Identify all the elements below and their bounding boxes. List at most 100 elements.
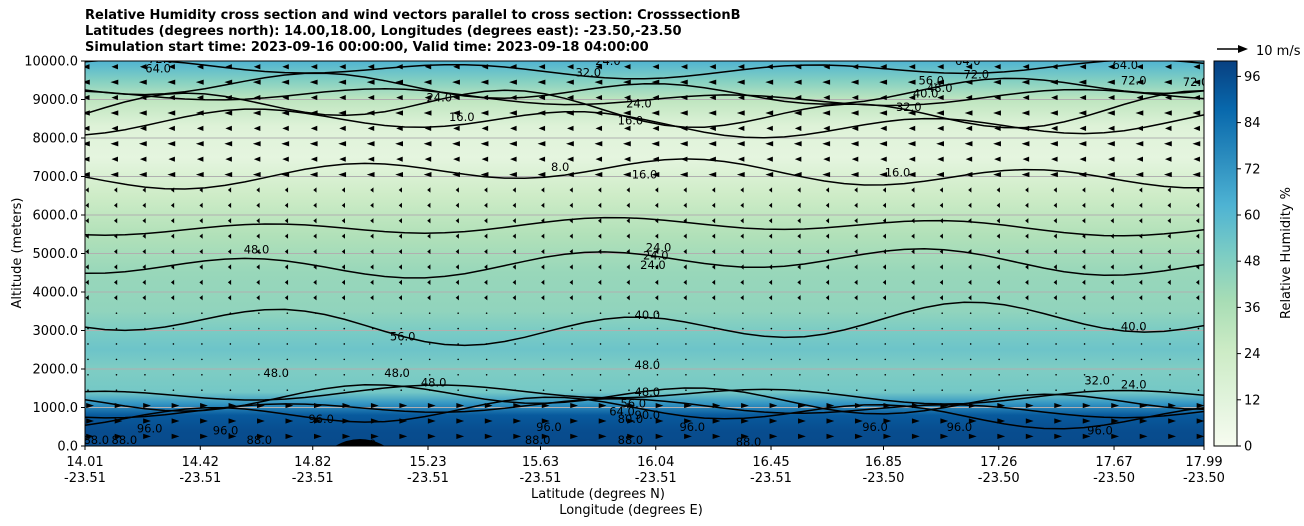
wind-vector [794,94,802,101]
wind-vector [339,125,346,131]
wind-vector [1110,279,1114,285]
wind-vector [965,94,973,101]
wind-vector [994,125,1001,131]
wind-vector [395,110,404,116]
wind-vector [626,264,630,270]
wind-vector [654,187,659,193]
wind-vector [342,433,351,439]
wind-vector-dot [941,358,943,361]
wind-vector-dot [286,373,289,376]
wind-vector [769,402,778,409]
wind-vector [907,171,916,178]
wind-vector [228,418,237,424]
wind-vector [85,295,89,301]
contour-label: 16.0 [449,110,475,124]
wind-vector [825,264,830,270]
wind-vector [883,418,892,424]
wind-vector-dot [229,358,232,361]
wind-vector [940,418,949,424]
wind-vector [1053,279,1057,285]
wind-vector [622,141,631,147]
wind-vector [142,233,146,239]
colorbar-tick-label: 0 [1244,440,1252,455]
wind-vector [313,233,317,239]
wind-vector [964,141,973,147]
wind-vector [200,433,208,439]
wind-vector [936,171,944,178]
wind-vector [996,218,1000,224]
wind-vector [1022,94,1030,101]
wind-vector [708,141,717,147]
wind-vector [455,187,459,193]
wind-vector [997,402,1006,409]
wind-vector [398,248,402,255]
wind-vector [310,64,318,70]
wind-vector [626,218,630,224]
quiver-key-arrow-head [1238,45,1248,53]
wind-vector-dot [884,358,887,361]
wind-vector [113,264,118,270]
wind-vector [622,171,631,178]
wind-vector-dot [144,373,146,376]
wind-vector [911,264,915,270]
wind-vector-dot [1112,373,1114,376]
contour-label: 48.0 [263,366,289,380]
wind-vector [911,248,915,255]
wind-vector [711,202,716,208]
wind-vector [736,141,745,147]
wind-vector [1078,79,1087,85]
wind-vector [366,79,375,85]
wind-vector-dot [1083,358,1086,361]
wind-vector [541,264,545,270]
wind-vector [1025,202,1029,208]
wind-vector [143,402,151,409]
wind-vector [282,125,289,131]
wind-vector [570,418,579,424]
wind-vector [367,125,375,131]
wind-vector [113,233,118,239]
wind-vector [996,248,1000,255]
wind-vector [313,433,322,439]
wind-vector [170,295,175,301]
x-tick-label-latitude: 16.04 [637,455,674,470]
wind-vector [341,233,346,239]
wind-vector [285,433,294,439]
wind-vector-dot [115,343,118,345]
wind-vector [968,233,972,239]
wind-vector [1163,79,1172,85]
wind-vector [627,418,635,424]
wind-vector [395,79,404,85]
wind-vector [313,248,317,255]
wind-vector-dot [1055,343,1057,345]
wind-vector-dot [115,327,118,330]
wind-vector-dot [1026,312,1029,314]
wind-vector-dot [742,358,744,361]
terrain-mound [335,439,385,446]
wind-vector [740,202,744,208]
wind-vector [567,94,574,101]
wind-vector [284,218,289,224]
wind-vector-dot [713,327,716,330]
wind-vector-dot [969,343,972,345]
wind-vector [939,279,943,285]
wind-vector [598,187,602,193]
wind-vector [512,187,516,193]
wind-vector [1050,171,1058,178]
contour-label: 24.0 [426,91,452,105]
wind-vector [509,79,517,85]
wind-vector [854,202,858,208]
x-tick-label-latitude: 14.42 [182,455,219,470]
wind-vector [711,187,716,193]
wind-vector [825,248,830,255]
wind-vector-dot [1197,389,1200,391]
wind-vector [996,233,1000,239]
wind-vector-dot [1140,373,1143,376]
wind-vector-dot [1112,327,1114,330]
wind-vector [911,402,920,409]
contour-label: 48.0 [635,385,661,399]
wind-vector [854,402,863,409]
wind-vector-dot [571,358,573,361]
wind-vector [341,187,346,193]
wind-vector [1135,110,1144,116]
wind-vector [1108,156,1115,162]
